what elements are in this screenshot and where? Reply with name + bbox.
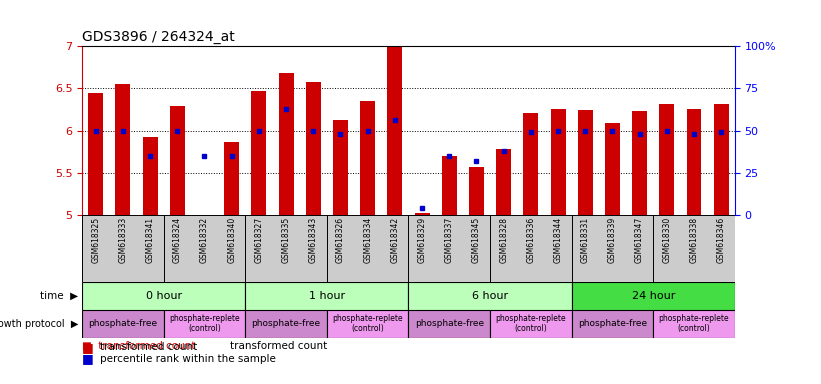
Bar: [496, 149, 511, 215]
Text: 0 hour: 0 hour: [145, 291, 181, 301]
Bar: [490, 310, 571, 338]
Text: GSM618325: GSM618325: [91, 217, 100, 263]
Bar: [143, 137, 158, 215]
Text: GSM618347: GSM618347: [635, 217, 644, 263]
Text: percentile rank within the sample: percentile rank within the sample: [100, 354, 276, 364]
Text: time  ▶: time ▶: [40, 291, 78, 301]
Text: 24 hour: 24 hour: [631, 291, 675, 301]
Bar: [116, 84, 131, 215]
Bar: [408, 282, 571, 310]
Text: phosphate-free: phosphate-free: [251, 319, 321, 328]
Text: phosphate-replete
(control): phosphate-replete (control): [496, 314, 566, 333]
Text: transformed count: transformed count: [230, 341, 327, 351]
Text: growth protocol  ▶: growth protocol ▶: [0, 319, 78, 329]
Text: GSM618328: GSM618328: [499, 217, 508, 263]
Bar: [605, 123, 620, 215]
Text: GSM618324: GSM618324: [172, 217, 181, 263]
Text: GSM618334: GSM618334: [363, 217, 372, 263]
Text: GSM618337: GSM618337: [445, 217, 454, 263]
Bar: [523, 113, 539, 215]
Bar: [551, 109, 566, 215]
Text: GSM618344: GSM618344: [553, 217, 562, 263]
Bar: [571, 310, 654, 338]
Text: GSM618327: GSM618327: [255, 217, 264, 263]
Bar: [415, 214, 429, 215]
Text: transformed count: transformed count: [100, 342, 197, 352]
Text: GSM618339: GSM618339: [608, 217, 617, 263]
Text: GSM618343: GSM618343: [309, 217, 318, 263]
Bar: [578, 110, 593, 215]
Text: GSM618330: GSM618330: [663, 217, 672, 263]
Bar: [327, 310, 408, 338]
Bar: [571, 282, 735, 310]
Text: GSM618342: GSM618342: [390, 217, 399, 263]
Bar: [224, 142, 239, 215]
Text: GSM618338: GSM618338: [690, 217, 699, 263]
Text: phosphate-replete
(control): phosphate-replete (control): [169, 314, 240, 333]
Bar: [408, 310, 490, 338]
Bar: [632, 111, 647, 215]
Bar: [360, 101, 375, 215]
Text: GSM618346: GSM618346: [717, 217, 726, 263]
Bar: [251, 91, 266, 215]
Bar: [245, 282, 408, 310]
Bar: [388, 46, 402, 215]
Text: phosphate-replete
(control): phosphate-replete (control): [658, 314, 729, 333]
Text: ■: ■: [82, 341, 94, 354]
Text: GSM618341: GSM618341: [145, 217, 154, 263]
Text: phosphate-replete
(control): phosphate-replete (control): [333, 314, 403, 333]
Bar: [333, 119, 348, 215]
Bar: [654, 310, 735, 338]
Bar: [469, 167, 484, 215]
Text: GSM618340: GSM618340: [227, 217, 236, 263]
Bar: [88, 93, 103, 215]
Text: phosphate-free: phosphate-free: [89, 319, 158, 328]
Text: phosphate-free: phosphate-free: [578, 319, 647, 328]
Text: phosphate-free: phosphate-free: [415, 319, 484, 328]
Text: GSM618345: GSM618345: [472, 217, 481, 263]
Bar: [82, 310, 163, 338]
Bar: [442, 156, 456, 215]
Bar: [245, 310, 327, 338]
Text: GSM618326: GSM618326: [336, 217, 345, 263]
Text: 6 hour: 6 hour: [472, 291, 508, 301]
Bar: [82, 282, 245, 310]
Text: ■: ■: [82, 352, 94, 365]
Text: GSM618335: GSM618335: [282, 217, 291, 263]
Bar: [713, 104, 729, 215]
Bar: [686, 109, 701, 215]
Bar: [659, 104, 674, 215]
Text: GSM618329: GSM618329: [418, 217, 427, 263]
Text: GSM618333: GSM618333: [118, 217, 127, 263]
Text: ■  transformed count: ■ transformed count: [82, 341, 195, 351]
Bar: [305, 83, 321, 215]
Text: GSM618332: GSM618332: [200, 217, 209, 263]
Bar: [278, 73, 294, 215]
Text: 1 hour: 1 hour: [309, 291, 345, 301]
Text: GSM618331: GSM618331: [580, 217, 589, 263]
Text: GSM618336: GSM618336: [526, 217, 535, 263]
Text: GDS3896 / 264324_at: GDS3896 / 264324_at: [82, 30, 235, 44]
Bar: [170, 106, 185, 215]
Bar: [163, 310, 245, 338]
